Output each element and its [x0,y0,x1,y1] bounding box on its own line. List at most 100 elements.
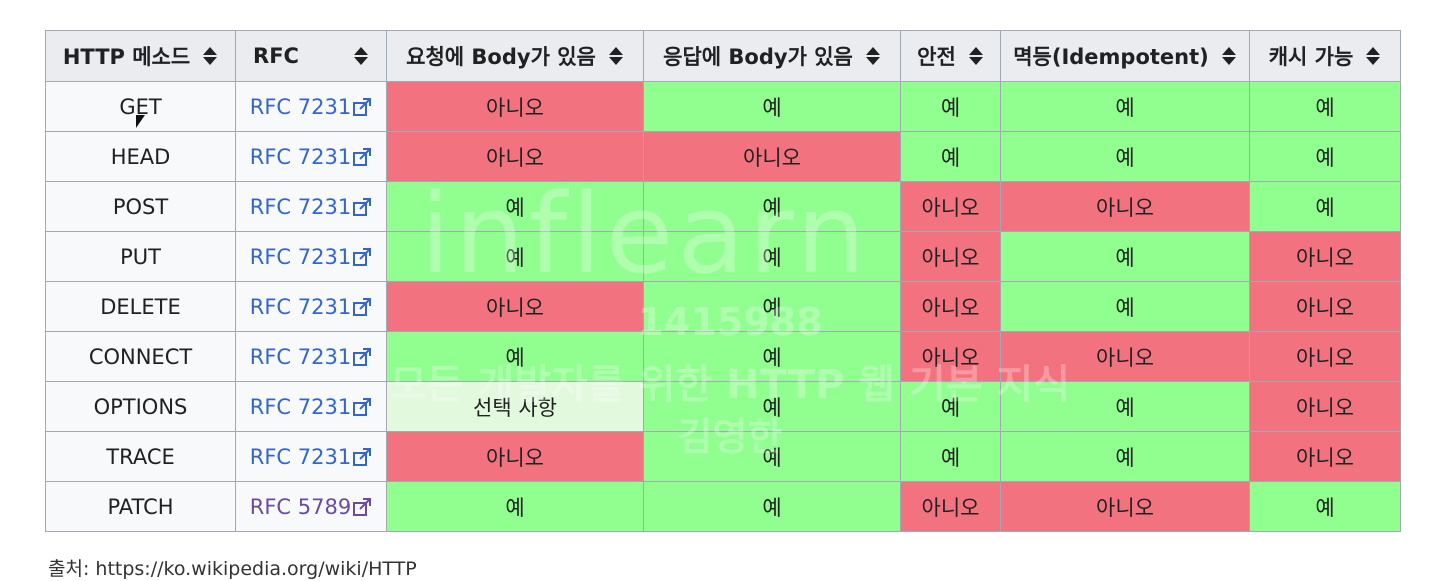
response-body-cell: 예 [643,331,901,382]
cacheable-cell: 아니오 [1249,331,1401,382]
column-header-response-body[interactable]: 응답에 Body가 있음 [643,30,901,82]
column-header-label: 멱등(Idempotent) [1013,45,1209,69]
request-body-cell: 예 [386,331,644,382]
http-methods-table: HTTP 메소드 RFC 요청에 Body가 있음 응답에 Body가 있음 안… [45,30,1401,532]
table-row: CONNECT RFC 7231 예 예 아니오 아니오 아니오 [45,331,1401,382]
safe-cell: 예 [900,381,1001,432]
source-citation: 출처: https://ko.wikipedia.org/wiki/HTTP [48,558,417,580]
table-body: GET RFC 7231 아니오 예 예 예 예 HEAD RFC 7231 아니오 아니오 예 예 예 P… [45,81,1401,532]
rfc-cell: RFC 7231 [235,231,387,282]
rfc-link[interactable]: RFC 7231 [250,295,372,319]
safe-cell: 아니오 [900,481,1001,532]
method-cell: HEAD [45,131,236,182]
response-body-cell: 예 [643,81,901,132]
rfc-link[interactable]: RFC 7231 [250,395,372,419]
rfc-link-label: RFC 5789 [249,494,352,519]
response-body-cell: 예 [643,281,901,332]
cacheable-cell: 예 [1249,481,1401,532]
column-header-safe[interactable]: 안전 [900,30,1001,82]
method-cell: POST [45,181,236,232]
table-row: PATCH RFC 5789 예 예 아니오 아니오 예 [45,481,1401,532]
external-link-icon[interactable] [352,247,372,267]
sort-icon[interactable] [865,46,881,66]
idempotent-cell: 예 [1000,231,1250,282]
response-body-cell: 아니오 [643,131,901,182]
table-row: OPTIONS RFC 7231 선택 사항 예 예 예 아니오 [45,381,1401,432]
column-header-label: 요청에 Body가 있음 [406,45,596,69]
rfc-link[interactable]: RFC 7231 [250,95,372,119]
method-cell: DELETE [45,281,236,332]
safe-cell: 아니오 [900,331,1001,382]
response-body-cell: 예 [643,381,901,432]
method-cell: PATCH [45,481,236,532]
safe-cell: 예 [900,131,1001,182]
rfc-link-label: RFC 7231 [249,294,352,319]
table-row: POST RFC 7231 예 예 아니오 아니오 예 [45,181,1401,232]
column-header-idempotent[interactable]: 멱등(Idempotent) [1000,30,1250,82]
rfc-link[interactable]: RFC 7231 [250,445,372,469]
response-body-cell: 예 [643,181,901,232]
method-cell: TRACE [45,431,236,482]
rfc-cell: RFC 5789 [235,481,387,532]
table-row: TRACE RFC 7231 아니오 예 예 예 아니오 [45,431,1401,482]
external-link-icon[interactable] [352,197,372,217]
rfc-link-label: RFC 7231 [249,344,352,369]
cacheable-cell: 아니오 [1249,231,1401,282]
rfc-link-label: RFC 7231 [249,444,352,469]
sort-icon[interactable] [202,46,218,66]
method-cell: PUT [45,231,236,282]
rfc-link-label: RFC 7231 [249,94,352,119]
rfc-link[interactable]: RFC 5789 [250,495,372,519]
external-link-icon[interactable] [352,497,372,517]
rfc-cell: RFC 7231 [235,181,387,232]
request-body-cell: 예 [386,481,644,532]
column-header-label: RFC [253,44,299,68]
rfc-link-label: RFC 7231 [249,144,352,169]
sort-icon[interactable] [608,46,624,66]
table-row: DELETE RFC 7231 아니오 예 아니오 예 아니오 [45,281,1401,332]
rfc-link[interactable]: RFC 7231 [250,145,372,169]
column-header-rfc[interactable]: RFC [235,30,387,82]
table-row: PUT RFC 7231 예 예 아니오 예 아니오 [45,231,1401,282]
external-link-icon[interactable] [352,297,372,317]
external-link-icon[interactable] [352,347,372,367]
rfc-cell: RFC 7231 [235,81,387,132]
cacheable-cell: 예 [1249,131,1401,182]
external-link-icon[interactable] [352,397,372,417]
rfc-link[interactable]: RFC 7231 [250,195,372,219]
column-header-request-body[interactable]: 요청에 Body가 있음 [386,30,644,82]
rfc-link[interactable]: RFC 7231 [250,245,372,269]
idempotent-cell: 아니오 [1000,331,1250,382]
column-header-method[interactable]: HTTP 메소드 [45,30,236,82]
idempotent-cell: 예 [1000,81,1250,132]
request-body-cell: 아니오 [386,281,644,332]
request-body-cell: 예 [386,231,644,282]
request-body-cell: 아니오 [386,131,644,182]
idempotent-cell: 예 [1000,131,1250,182]
method-cell: OPTIONS [45,381,236,432]
column-header-cacheable[interactable]: 캐시 가능 [1249,30,1401,82]
column-header-label: 안전 [917,45,956,69]
rfc-cell: RFC 7231 [235,331,387,382]
table-row: GET RFC 7231 아니오 예 예 예 예 [45,81,1401,132]
safe-cell: 아니오 [900,231,1001,282]
method-cell: CONNECT [45,331,236,382]
table-header-row: HTTP 메소드 RFC 요청에 Body가 있음 응답에 Body가 있음 안… [45,30,1401,82]
cacheable-cell: 아니오 [1249,431,1401,482]
sort-icon[interactable] [1365,46,1381,66]
external-link-icon[interactable] [352,447,372,467]
cacheable-cell: 예 [1249,81,1401,132]
rfc-link[interactable]: RFC 7231 [250,345,372,369]
request-body-cell: 예 [386,181,644,232]
response-body-cell: 예 [643,481,901,532]
idempotent-cell: 예 [1000,281,1250,332]
idempotent-cell: 아니오 [1000,481,1250,532]
sort-icon[interactable] [968,46,984,66]
column-header-label: 응답에 Body가 있음 [663,45,853,69]
idempotent-cell: 예 [1000,381,1250,432]
external-link-icon[interactable] [352,147,372,167]
sort-icon[interactable] [353,46,369,66]
sort-icon[interactable] [1221,46,1237,66]
external-link-icon[interactable] [352,97,372,117]
cacheable-cell: 아니오 [1249,381,1401,432]
